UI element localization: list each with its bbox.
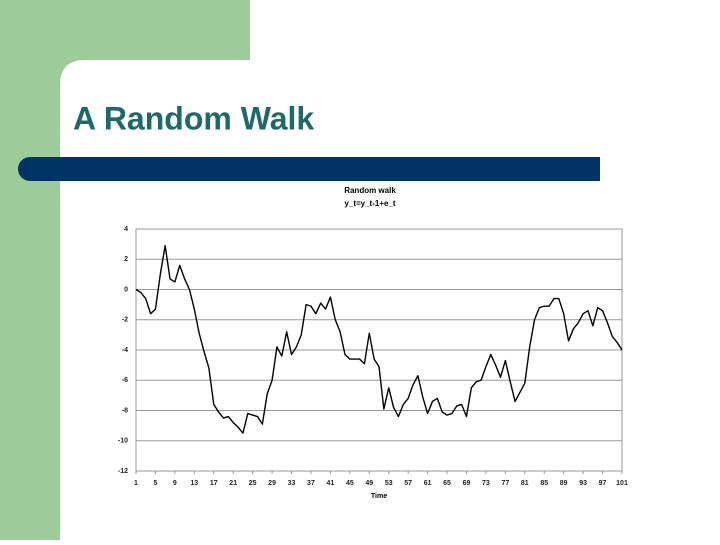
y-tick-label: 4 [124,226,128,233]
x-tick-label: 73 [482,480,490,487]
series-line [135,244,623,434]
x-tick-label: 61 [424,480,432,487]
green-frame [0,0,250,540]
y-tick-label: -2 [122,317,128,324]
x-axis-label: Time [371,493,387,500]
x-tick-label: 49 [365,480,373,487]
y-tick-label: -10 [118,438,128,445]
x-tick-label: 5 [153,480,157,487]
x-tick-label: 93 [579,480,587,487]
x-tick-label: 57 [404,480,412,487]
x-tick-label: 53 [385,480,393,487]
x-tick-label: 81 [521,480,529,487]
x-tick-label: 89 [560,480,568,487]
y-tick-label: -4 [122,347,128,354]
x-tick-label: 1 [134,480,138,487]
title-bar [18,157,600,181]
x-tick-label: 29 [268,480,276,487]
x-tick-label: 33 [288,480,296,487]
chart-subtitle: y_t=y_t-1+e_t [344,199,395,208]
y-tick-label: -6 [122,377,128,384]
x-tick-label: 97 [599,480,607,487]
x-tick-label: 101 [616,480,628,487]
y-tick-label: 0 [124,286,128,293]
x-tick-label: 77 [501,480,509,487]
chart-title: Random walk [344,186,396,195]
x-tick-label: 25 [249,480,257,487]
x-tick-label: 13 [190,480,198,487]
y-tick-label: -8 [122,407,128,414]
x-tick-label: 45 [346,480,354,487]
x-tick-label: 37 [307,480,315,487]
x-tick-label: 65 [443,480,451,487]
x-tick-label: 69 [463,480,471,487]
x-tick-label: 41 [327,480,335,487]
slide-title: A Random Walk [73,100,314,136]
x-tick-label: 85 [540,480,548,487]
y-tick-label: -12 [118,468,128,475]
x-tick-label: 17 [210,480,218,487]
x-tick-label: 9 [173,480,177,487]
y-tick-label: 2 [124,256,128,263]
x-tick-label: 21 [229,480,237,487]
